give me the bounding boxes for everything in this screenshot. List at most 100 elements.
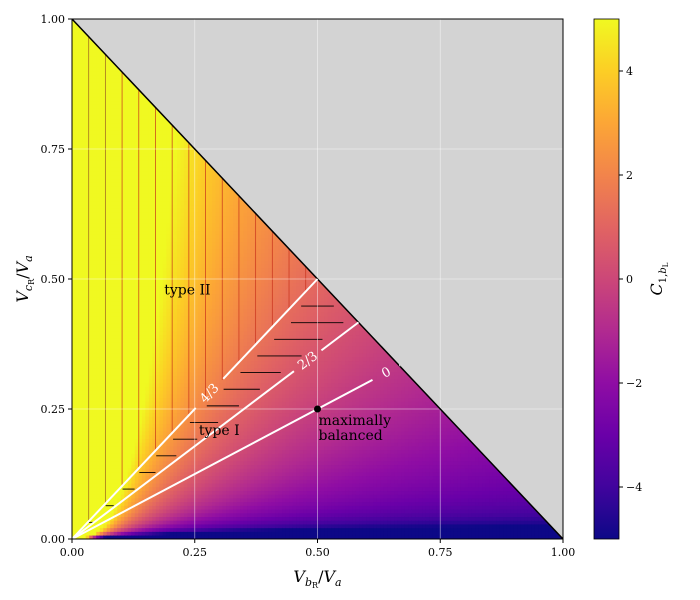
heat-cell (159, 304, 164, 310)
heat-cell (96, 52, 101, 57)
heat-cell (72, 438, 76, 443)
heat-cell (145, 378, 150, 384)
heat-cell (201, 163, 206, 168)
heat-cell (75, 341, 80, 347)
heat-cell (159, 219, 164, 224)
heat-cell (82, 159, 87, 165)
heat-cell (106, 100, 111, 105)
heat-cell (127, 386, 132, 391)
heat-cell (204, 289, 210, 295)
heat-cell (96, 230, 101, 235)
heat-cell (190, 215, 196, 220)
heat-cell (124, 360, 129, 365)
heat-cell (204, 196, 210, 202)
heat-cell (127, 490, 132, 495)
heat-cell (110, 300, 115, 306)
heat-cell (117, 401, 122, 406)
heat-cell (110, 267, 115, 272)
heat-cell (117, 319, 122, 324)
heat-cell (173, 167, 178, 172)
heat-cell (106, 512, 111, 518)
heat-cell (72, 111, 76, 116)
heat-cell (145, 215, 150, 220)
heat-cell (208, 516, 213, 521)
heat-cell (173, 534, 178, 539)
heat-cell (141, 456, 146, 462)
heat-cell (208, 278, 213, 284)
heat-cell (173, 401, 178, 406)
heat-cell (75, 523, 80, 529)
heat-cell (92, 505, 97, 510)
heat-cell (204, 505, 210, 510)
heat-cell (141, 167, 146, 172)
heat-cell (82, 256, 87, 261)
heat-cell (183, 245, 189, 250)
heat-cell (201, 378, 206, 384)
heat-cell (141, 297, 146, 302)
heat-cell (106, 449, 111, 454)
heat-cell (131, 527, 136, 532)
heat-cell (113, 144, 118, 150)
heat-cell (204, 297, 210, 302)
heat-cell (117, 323, 122, 328)
heat-cell (197, 156, 203, 161)
heat-cell (187, 163, 192, 168)
heat-cell (131, 167, 136, 172)
heat-cell (194, 293, 199, 298)
heat-cell (176, 453, 182, 458)
heat-cell (92, 308, 97, 313)
heat-cell (211, 438, 217, 443)
heat-cell (173, 423, 178, 428)
heat-cell (166, 360, 171, 365)
heat-cell (155, 382, 160, 388)
heat-cell (187, 427, 192, 432)
heat-cell (85, 115, 90, 120)
heat-cell (190, 390, 196, 395)
heat-cell (208, 267, 213, 272)
heat-cell (127, 390, 132, 395)
heat-cell (82, 208, 87, 213)
heat-cell (197, 408, 203, 414)
heat-cell (211, 315, 217, 321)
heat-cell (187, 520, 192, 525)
heat-cell (99, 118, 104, 124)
heat-cell (187, 505, 192, 510)
heat-cell (113, 267, 118, 272)
heat-cell (134, 96, 139, 102)
heat-cell (113, 70, 118, 76)
heat-cell (208, 189, 213, 194)
heat-cell (89, 430, 94, 436)
heat-cell (110, 245, 115, 250)
heat-cell (96, 55, 101, 61)
heat-cell (99, 482, 104, 488)
heat-cell (173, 430, 178, 436)
heat-cell (155, 308, 160, 313)
heat-cell (141, 486, 146, 492)
heat-cell (110, 423, 115, 428)
heat-cell (127, 133, 132, 139)
heat-cell (127, 300, 132, 306)
heat-cell (134, 185, 139, 191)
heat-cell (166, 520, 171, 525)
heat-cell (92, 267, 97, 272)
heat-cell (127, 356, 132, 362)
heat-cell (106, 445, 111, 451)
heat-cell (211, 248, 217, 254)
heat-cell (152, 419, 157, 425)
heat-cell (124, 334, 129, 339)
heat-cell (197, 245, 203, 250)
heat-cell (120, 308, 125, 313)
heat-cell (72, 341, 76, 347)
heat-cell (127, 115, 132, 120)
heat-cell (155, 416, 160, 421)
heat-cell (106, 274, 111, 280)
heat-cell (152, 241, 157, 246)
heat-cell (138, 416, 143, 421)
heat-cell (92, 430, 97, 436)
heat-cell (96, 111, 101, 116)
heat-cell (127, 319, 132, 324)
heat-cell (190, 170, 196, 176)
heat-cell (110, 430, 115, 436)
heat-cell (145, 468, 150, 473)
heat-cell (197, 170, 203, 176)
